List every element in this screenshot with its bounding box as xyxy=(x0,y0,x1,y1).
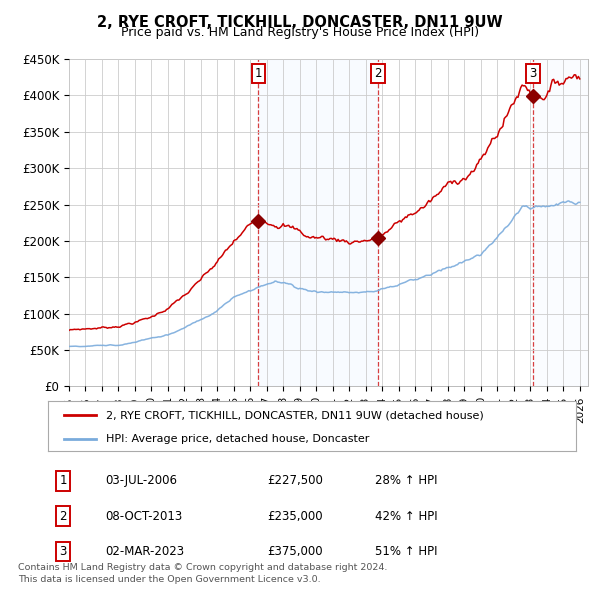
Bar xyxy=(565,59,588,386)
Text: 51% ↑ HPI: 51% ↑ HPI xyxy=(375,545,437,558)
Text: Price paid vs. HM Land Registry's House Price Index (HPI): Price paid vs. HM Land Registry's House … xyxy=(121,26,479,39)
Text: 3: 3 xyxy=(59,545,67,558)
Text: 2: 2 xyxy=(59,510,67,523)
Text: 3: 3 xyxy=(529,67,537,80)
Text: This data is licensed under the Open Government Licence v3.0.: This data is licensed under the Open Gov… xyxy=(18,575,320,584)
Text: £227,500: £227,500 xyxy=(267,474,323,487)
Text: 1: 1 xyxy=(59,474,67,487)
Text: HPI: Average price, detached house, Doncaster: HPI: Average price, detached house, Donc… xyxy=(106,434,370,444)
Text: 02-MAR-2023: 02-MAR-2023 xyxy=(105,545,184,558)
Bar xyxy=(533,59,588,386)
Text: 03-JUL-2006: 03-JUL-2006 xyxy=(105,474,177,487)
Text: 42% ↑ HPI: 42% ↑ HPI xyxy=(375,510,437,523)
Text: £235,000: £235,000 xyxy=(267,510,323,523)
Text: 1: 1 xyxy=(255,67,262,80)
Text: 2, RYE CROFT, TICKHILL, DONCASTER, DN11 9UW (detached house): 2, RYE CROFT, TICKHILL, DONCASTER, DN11 … xyxy=(106,410,484,420)
Text: 08-OCT-2013: 08-OCT-2013 xyxy=(105,510,182,523)
Text: 2, RYE CROFT, TICKHILL, DONCASTER, DN11 9UW: 2, RYE CROFT, TICKHILL, DONCASTER, DN11 … xyxy=(97,15,503,30)
Bar xyxy=(259,59,378,386)
Text: Contains HM Land Registry data © Crown copyright and database right 2024.: Contains HM Land Registry data © Crown c… xyxy=(18,563,388,572)
Text: 28% ↑ HPI: 28% ↑ HPI xyxy=(375,474,437,487)
Text: 2: 2 xyxy=(374,67,382,80)
Text: £375,000: £375,000 xyxy=(267,545,323,558)
